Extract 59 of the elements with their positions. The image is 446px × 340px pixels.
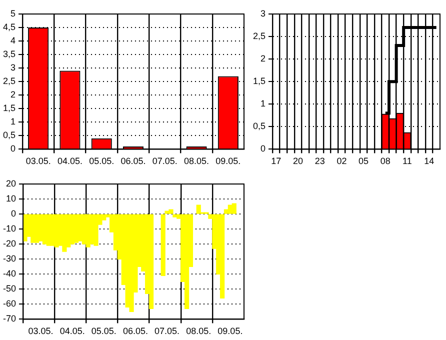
y-tick-label: 2 <box>10 90 16 100</box>
y-tick-label: 1 <box>10 116 16 127</box>
x-tick-label: 23 <box>314 156 325 166</box>
x-tick-label: 06.05. <box>122 326 148 336</box>
y-tick-label: 0,5 <box>252 121 266 132</box>
y-tick-label: -10 <box>2 224 16 234</box>
bar <box>228 204 232 214</box>
x-tick-label: 05.05. <box>89 156 114 166</box>
bar <box>184 214 190 310</box>
bar <box>160 214 166 276</box>
bar <box>129 214 134 312</box>
x-tick-label: 06.05. <box>120 156 146 166</box>
y-tick-label: -60 <box>2 298 16 309</box>
y-tick-label: 0,5 <box>2 130 16 140</box>
x-tick-label: 05 <box>358 156 369 166</box>
x-tick-label: 20 <box>292 156 304 166</box>
y-tick-label: 1,5 <box>252 76 266 86</box>
x-tick-label: 09.05. <box>216 156 241 166</box>
x-tick-label: 08.05. <box>186 326 212 336</box>
y-tick-label: 0 <box>10 144 16 154</box>
y-tick-label: 1 <box>260 98 266 109</box>
y-tick-label: 0 <box>260 144 266 154</box>
x-tick-label: 04.05. <box>60 326 85 336</box>
x-tick-label: 05.05. <box>91 326 116 336</box>
y-tick-label: 1,5 <box>2 103 16 114</box>
y-tick-label: 3 <box>260 8 266 18</box>
bar <box>94 214 98 246</box>
x-tick-label: 07.05. <box>152 156 178 166</box>
x-tick-label: 04.05. <box>57 156 82 166</box>
x-tick-label: 17 <box>271 156 282 166</box>
y-tick-label: -70 <box>2 314 16 324</box>
y-tick-label: 2,5 <box>252 31 266 42</box>
bar <box>148 214 154 310</box>
y-tick-label: -20 <box>2 238 16 249</box>
y-tick-label: -50 <box>2 284 16 294</box>
y-tick-label: 2 <box>260 54 266 64</box>
y-tick-label: 2,5 <box>2 76 16 86</box>
bar <box>168 209 174 214</box>
y-tick-label: 0 <box>10 208 16 219</box>
x-tick-label: 14 <box>424 156 434 166</box>
y-tick-label: 3 <box>10 62 16 73</box>
y-tick-label: -30 <box>2 254 16 264</box>
x-tick-label: 09.05. <box>218 326 243 336</box>
bar <box>196 204 201 214</box>
y-tick-label: 4 <box>10 36 16 46</box>
x-tick-label: 03.05. <box>28 326 54 336</box>
y-tick-label: 3,5 <box>2 49 16 60</box>
y-tick-label: 10 <box>6 194 16 204</box>
y-tick-label: -40 <box>2 268 16 279</box>
x-tick-label: 11 <box>402 156 412 166</box>
bar <box>232 203 236 214</box>
x-tick-label: 08 <box>380 156 390 166</box>
x-tick-label: 07.05. <box>154 326 180 336</box>
x-tick-label: 08.05. <box>184 156 210 166</box>
y-tick-label: 5 <box>10 8 16 18</box>
x-tick-label: 02 <box>336 156 347 166</box>
x-tick-label: 03.05. <box>26 156 51 166</box>
y-tick-label: 20 <box>6 178 16 188</box>
y-tick-label: 4,5 <box>2 22 16 32</box>
